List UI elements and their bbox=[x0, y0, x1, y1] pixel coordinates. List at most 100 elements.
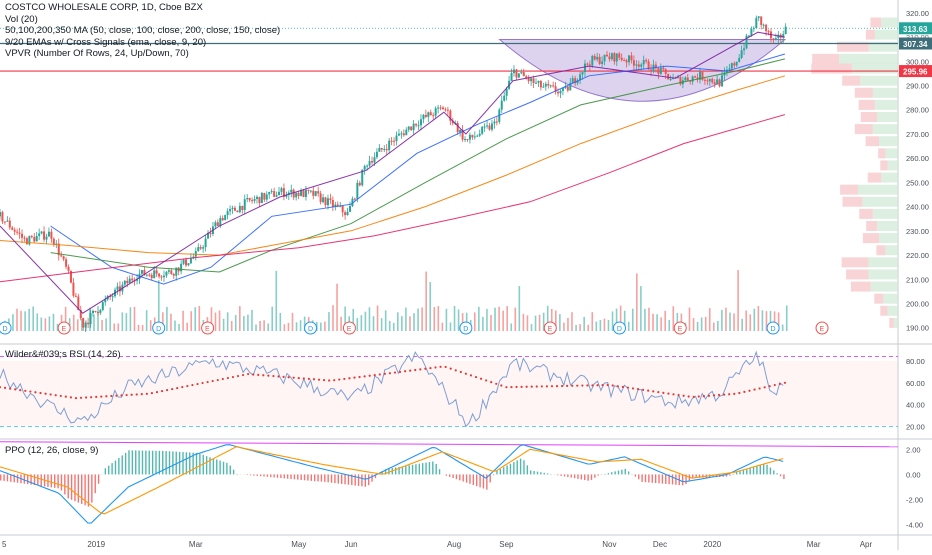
volume-bar bbox=[596, 322, 598, 331]
rsi-smooth-dot bbox=[622, 386, 624, 388]
volume-bar bbox=[377, 305, 379, 331]
candle-body bbox=[567, 86, 569, 90]
rsi-smooth-dot bbox=[212, 380, 214, 382]
rsi-smooth-dot bbox=[364, 375, 366, 377]
volume-indicator-label[interactable]: Vol (20) bbox=[5, 14, 280, 26]
price-axis-label: 210.00 bbox=[906, 275, 929, 284]
volume-bar bbox=[523, 314, 525, 331]
volume-bar bbox=[713, 323, 715, 331]
ppo-histogram-bar bbox=[776, 473, 777, 474]
rsi-pane-title[interactable]: Wilder&#039;s RSI (14, 26) bbox=[5, 349, 121, 360]
candle-body bbox=[53, 239, 55, 245]
ppo-pane-title[interactable]: PPO (12, 26, close, 9) bbox=[5, 445, 98, 456]
rsi-smooth-dot bbox=[708, 395, 710, 397]
price-axis-label: 300.00 bbox=[906, 57, 929, 66]
ppo-histogram-bar bbox=[334, 474, 335, 483]
volume-bar bbox=[433, 307, 435, 331]
vpvr-indicator-label[interactable]: VPVR (Number Of Rows, 24, Up/Down, 70) bbox=[5, 48, 280, 60]
line-price-tag: 307.34 bbox=[903, 40, 928, 49]
ppo-histogram-bar bbox=[361, 474, 362, 486]
rsi-smooth-dot bbox=[217, 379, 219, 381]
volume-bar bbox=[421, 307, 423, 331]
candle-body bbox=[327, 198, 329, 205]
volume-bar bbox=[591, 312, 593, 331]
ppo-histogram-bar bbox=[182, 452, 183, 474]
vpvr-up-bar bbox=[873, 88, 898, 98]
ppo-histogram-bar bbox=[446, 474, 447, 475]
volume-bar bbox=[97, 306, 99, 331]
rsi-smooth-dot bbox=[338, 378, 340, 380]
candle-body bbox=[589, 64, 591, 65]
candle-body bbox=[112, 296, 114, 297]
candle-body bbox=[425, 115, 427, 117]
ppo-histogram-bar bbox=[321, 474, 322, 481]
volume-bar bbox=[693, 318, 695, 331]
candle-body bbox=[599, 57, 601, 64]
candle-body bbox=[224, 215, 226, 220]
last-price-tag: 313.63 bbox=[903, 25, 928, 34]
rsi-axis-label: 80.00 bbox=[906, 357, 925, 366]
candle-body bbox=[667, 74, 669, 80]
ppo-histogram-bar bbox=[469, 474, 470, 483]
ppo-histogram-bar bbox=[746, 469, 747, 474]
volume-bar bbox=[729, 313, 731, 331]
volume-bar bbox=[425, 272, 427, 331]
candle-body bbox=[557, 92, 559, 94]
ppo-histogram-bar bbox=[186, 452, 187, 474]
vpvr-down-bar bbox=[866, 30, 875, 40]
candle-body bbox=[657, 68, 659, 74]
rsi-smooth-dot bbox=[313, 378, 315, 380]
rsi-smooth-dot bbox=[323, 379, 325, 381]
rsi-smooth-dot bbox=[196, 383, 198, 385]
volume-bar bbox=[332, 305, 334, 331]
candle-body bbox=[447, 110, 449, 111]
candle-body bbox=[236, 211, 238, 212]
ppo-histogram-bar bbox=[783, 474, 784, 479]
candle-body bbox=[364, 166, 366, 170]
rsi-smooth-dot bbox=[510, 386, 512, 388]
ema-indicator-label[interactable]: 9/20 EMAs w/ Cross Signals (ema, close, … bbox=[5, 37, 280, 49]
vpvr-up-bar bbox=[883, 294, 898, 304]
rsi-smooth-dot bbox=[693, 396, 695, 398]
ppo-histogram-bar bbox=[500, 469, 501, 474]
volume-bar bbox=[170, 314, 172, 331]
ppo-histogram-bar bbox=[574, 474, 575, 478]
volume-bar bbox=[656, 314, 658, 331]
candle-body bbox=[31, 236, 33, 237]
rsi-band bbox=[0, 361, 898, 427]
rsi-smooth-dot bbox=[632, 387, 634, 389]
volume-bar bbox=[754, 309, 756, 331]
ppo-histogram-bar bbox=[213, 458, 214, 474]
rsi-smooth-dot bbox=[556, 385, 558, 387]
candle-body bbox=[266, 194, 268, 199]
ppo-histogram-bar bbox=[230, 466, 231, 475]
rsi-smooth-dot bbox=[374, 374, 376, 376]
candle-body bbox=[716, 79, 718, 84]
rsi-smooth-dot bbox=[642, 389, 644, 391]
vpvr-up-bar bbox=[885, 148, 898, 158]
candle-body bbox=[315, 191, 317, 196]
rsi-smooth-dot bbox=[612, 384, 614, 386]
candle-body bbox=[151, 275, 153, 278]
rsi-smooth-dot bbox=[303, 377, 305, 379]
rsi-smooth-dot bbox=[769, 385, 771, 387]
candle-body bbox=[310, 191, 312, 192]
symbol-title[interactable]: COSTCO WHOLESALE CORP, 1D, Cboe BZX bbox=[5, 2, 280, 14]
candle-body bbox=[763, 25, 765, 26]
ppo-histogram-bar bbox=[338, 474, 339, 483]
candle-body bbox=[378, 148, 380, 152]
volume-bar bbox=[146, 310, 148, 331]
rsi-smooth-dot bbox=[531, 386, 533, 388]
volume-bar bbox=[482, 317, 484, 331]
vpvr-down-bar bbox=[870, 18, 881, 28]
ppo-histogram-bar bbox=[584, 474, 585, 480]
volume-bar bbox=[450, 322, 452, 331]
rsi-smooth-dot bbox=[201, 382, 203, 384]
rsi-smooth-dot bbox=[298, 377, 300, 379]
candle-body bbox=[254, 199, 256, 201]
volume-bar bbox=[510, 323, 512, 331]
candle-body bbox=[244, 199, 246, 210]
ma-indicator-label[interactable]: 50,100,200,350 MA (50, close, 100, close… bbox=[5, 25, 280, 37]
rsi-smooth-dot bbox=[161, 390, 163, 392]
